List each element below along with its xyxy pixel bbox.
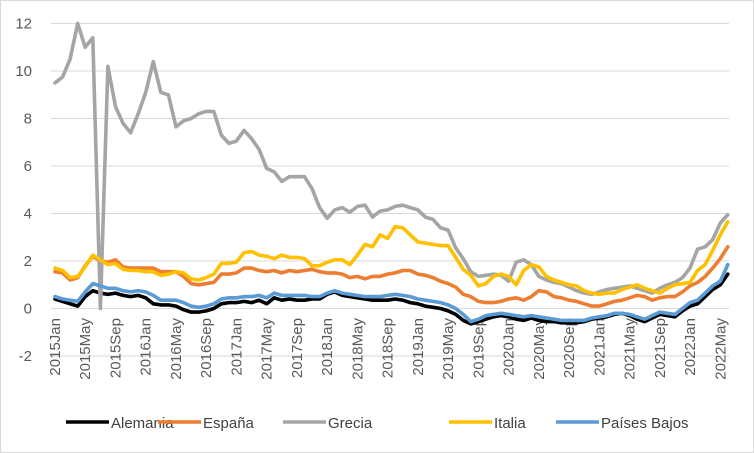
series-line-paises-bajos	[53, 262, 730, 324]
x-axis-tick-labels: 2015Jan 2015May 2015Sep 2016Jan 2016May 2016S…	[47, 318, 729, 380]
y-tick-label: 10	[15, 63, 32, 80]
y-tick-label: -2	[19, 348, 32, 365]
x-tick-label: 2016May	[168, 318, 185, 380]
series-line-espana	[53, 245, 730, 308]
x-tick-label: 2019May	[440, 318, 457, 380]
legend-item: Países Bajos	[556, 415, 689, 432]
x-tick-label: 2021Jan	[591, 318, 608, 376]
x-tick-label: 2015Sep	[107, 318, 124, 378]
x-tick-label: 2015Jan	[47, 318, 64, 376]
legend-item: España	[158, 415, 255, 432]
legend-label: España	[203, 415, 255, 432]
x-tick-label: 2020May	[531, 318, 548, 380]
y-tick-label: 4	[24, 206, 32, 223]
x-tick-label: 2016Jan	[138, 318, 155, 376]
x-tick-label: 2022Jan	[682, 318, 699, 376]
y-tick-label: 0	[24, 301, 32, 318]
x-tick-label: 2021May	[622, 318, 639, 380]
legend-label: Alemania	[111, 415, 174, 432]
series-line-grecia	[53, 21, 730, 311]
y-tick-label: 8	[24, 111, 32, 128]
x-tick-label: 2017Sep	[289, 318, 306, 378]
x-tick-label: 2019Jan	[410, 318, 427, 376]
gridlines	[51, 23, 729, 357]
y-axis-tick-labels: -2 0 2 4 6 8 10 12	[15, 16, 32, 366]
series-lines	[53, 21, 730, 326]
x-tick-label: 2018Sep	[380, 318, 397, 378]
legend-item: Alemania	[66, 415, 174, 432]
x-tick-label: 2021Sep	[652, 318, 669, 378]
y-tick-label: 6	[24, 158, 32, 175]
x-tick-label: 2018May	[349, 318, 366, 380]
x-tick-label: 2020Jan	[501, 318, 518, 376]
x-tick-label: 2017May	[259, 318, 276, 380]
legend: Alemania España Grecia Italia Países Bajos	[66, 415, 689, 432]
legend-item: Grecia	[283, 415, 373, 432]
x-tick-label: 2017Jan	[228, 318, 245, 376]
x-tick-label: 2020Sep	[561, 318, 578, 378]
x-tick-label: 2016Sep	[198, 318, 215, 378]
x-tick-label: 2019Sep	[470, 318, 487, 378]
legend-label: Italia	[494, 415, 526, 432]
x-tick-label: 2022May	[712, 318, 729, 380]
legend-label: Países Bajos	[601, 415, 689, 432]
legend-item: Italia	[449, 415, 526, 432]
legend-label: Grecia	[328, 415, 373, 432]
y-tick-label: 2	[24, 253, 32, 270]
series-line-italia	[53, 220, 730, 297]
x-tick-label: 2018Jan	[319, 318, 336, 376]
y-tick-label: 12	[15, 16, 32, 33]
x-tick-label: 2015May	[77, 318, 94, 380]
